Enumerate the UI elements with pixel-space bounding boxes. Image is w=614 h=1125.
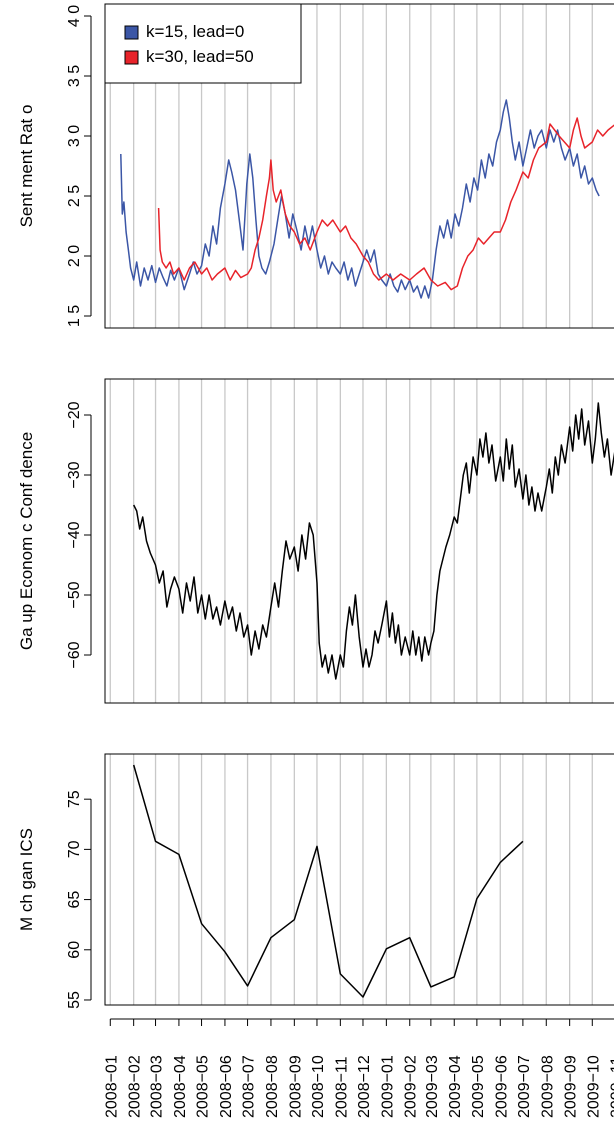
- x-tick-label: 2009−10: [585, 1055, 602, 1118]
- x-tick-label: 2009−04: [447, 1055, 464, 1118]
- y-tick-label: −30: [66, 461, 83, 488]
- legend-swatch-1: [124, 25, 139, 40]
- y-tick-label: 70: [66, 840, 83, 858]
- y-axis-title: M ch gan ICS: [17, 828, 36, 931]
- x-tick-label: 2009−03: [424, 1055, 441, 1118]
- y-tick-label: −40: [66, 521, 83, 548]
- y-tick-label: −20: [66, 401, 83, 428]
- x-tick-label: 2009−07: [516, 1055, 533, 1118]
- plot-frame: [104, 3, 614, 329]
- x-tick-label: 2008−12: [356, 1055, 373, 1118]
- x-tick-label: 2008−04: [172, 1055, 189, 1118]
- y-tick-label: −50: [66, 581, 83, 608]
- x-tick-label: 2008−05: [195, 1055, 212, 1118]
- legend-swatch-2: [124, 50, 139, 65]
- y-tick-label: 65: [66, 891, 83, 909]
- x-tick-label: 2009−01: [379, 1055, 396, 1118]
- x-tick-label: 2009−11: [609, 1056, 614, 1118]
- y-tick-label: 75: [66, 790, 83, 808]
- y-tick-label: 1 5: [66, 305, 83, 327]
- y-tick-label: 60: [66, 941, 83, 959]
- x-tick-label: 2008−11: [333, 1056, 350, 1118]
- x-tick-label: 2009−06: [493, 1055, 510, 1118]
- x-tick-label: 2008−01: [103, 1055, 120, 1118]
- y-axis-title: Sent ment Rat o: [17, 105, 36, 228]
- y-axis-title: Ga up Econom c Conf dence: [17, 432, 36, 650]
- x-tick-label: 2009−09: [563, 1055, 580, 1118]
- series-line-1-2: [157, 117, 614, 291]
- series-line-3-1: [132, 764, 524, 998]
- x-tick-label: 2009−08: [539, 1055, 556, 1118]
- y-tick-label: 2 5: [66, 185, 83, 207]
- y-tick-label: 3 0: [66, 125, 83, 147]
- x-tick-label: 2008−06: [218, 1055, 235, 1118]
- legend-label-1: k=15, lead=0: [146, 22, 244, 41]
- plot-frame: [104, 753, 614, 1006]
- x-tick-label: 2009−05: [470, 1055, 487, 1118]
- x-tick-label: 2008−03: [149, 1055, 166, 1118]
- series-line-1-1: [120, 99, 600, 299]
- plot-frame: [104, 378, 614, 704]
- y-tick-label: −60: [66, 641, 83, 668]
- y-tick-label: 2 0: [66, 245, 83, 267]
- x-tick-label: 2008−08: [264, 1055, 281, 1118]
- y-tick-label: 3 5: [66, 65, 83, 87]
- series-line-2-1: [133, 402, 614, 680]
- legend-label-2: k=30, lead=50: [146, 47, 254, 66]
- x-tick-label: 2008−07: [241, 1055, 258, 1118]
- x-tick-label: 2008−02: [127, 1055, 144, 1118]
- x-tick-label: 2008−09: [287, 1055, 304, 1118]
- x-tick-label: 2008−10: [310, 1055, 327, 1118]
- y-tick-label: 4 0: [66, 5, 83, 27]
- y-tick-label: 55: [66, 991, 83, 1009]
- x-tick-label: 2009−02: [403, 1055, 420, 1118]
- legend-box: [104, 3, 302, 84]
